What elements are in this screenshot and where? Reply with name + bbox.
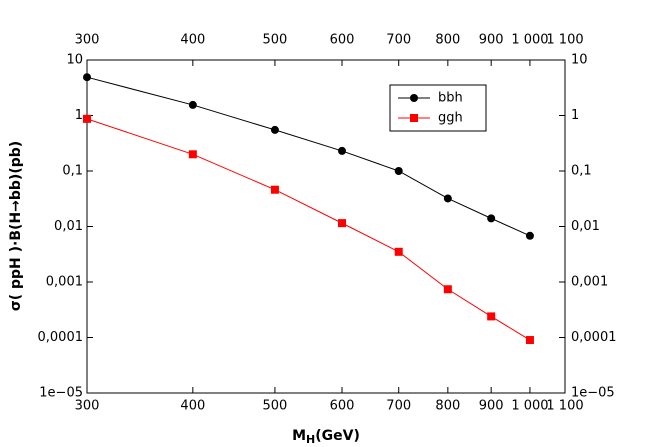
y-tick-label: 0,01 xyxy=(54,219,83,234)
x-tick-label: 800 xyxy=(435,399,460,414)
x-tick-label-top: 400 xyxy=(180,33,205,48)
x-tick-label-top: 600 xyxy=(330,33,355,48)
data-point xyxy=(394,167,403,175)
x-tick-label: 600 xyxy=(330,399,355,414)
x-tick-label: 300 xyxy=(75,399,100,414)
x-tick-label-top: 1 100 xyxy=(546,33,583,48)
x-tick-label: 700 xyxy=(386,399,411,414)
y-tick-label-right: 1 xyxy=(571,108,579,123)
y-tick-label-right: 0,001 xyxy=(571,275,608,290)
x-tick-label: 1 100 xyxy=(546,399,583,414)
data-point xyxy=(487,312,496,321)
y-axis-label: σ( ppH )·B(H→bb)(pb) xyxy=(8,141,24,311)
y-tick-label: 1 xyxy=(75,108,83,123)
x-tick-label: 500 xyxy=(263,399,288,414)
x-tick-label: 400 xyxy=(180,399,205,414)
y-tick-label: 10 xyxy=(66,53,83,68)
data-point xyxy=(443,285,452,294)
y-tick-label-right: 10 xyxy=(571,53,588,68)
data-point xyxy=(188,150,197,159)
data-point xyxy=(83,73,91,82)
y-tick-label-right: 1e−05 xyxy=(571,386,615,401)
y-tick-label-right: 0,01 xyxy=(571,219,600,234)
data-point xyxy=(338,219,347,228)
data-point xyxy=(525,231,534,240)
x-tick-label-top: 700 xyxy=(386,33,411,48)
data-point xyxy=(270,185,279,194)
series-line xyxy=(86,76,531,237)
data-point xyxy=(270,125,279,134)
x-tick-label-top: 1 000 xyxy=(511,33,548,48)
x-tick-label-top: 300 xyxy=(75,33,100,48)
y-tick-label: 0,001 xyxy=(46,275,83,290)
data-point xyxy=(487,214,496,223)
plot-frame xyxy=(86,59,566,394)
legend-marker xyxy=(410,94,418,102)
x-tick-label-top: 500 xyxy=(263,33,288,48)
y-tick-label: 0,1 xyxy=(62,164,83,179)
x-tick-label-top: 900 xyxy=(479,33,504,48)
x-tick-label: 1 000 xyxy=(511,399,548,414)
x-tick-label: 900 xyxy=(479,399,504,414)
data-point xyxy=(443,194,452,203)
x-tick-label-top: 800 xyxy=(435,33,460,48)
data-point xyxy=(338,146,347,155)
legend-box xyxy=(389,84,487,132)
data-point xyxy=(83,114,91,123)
x-axis-label: MH(GeV) xyxy=(292,428,360,446)
legend-marker xyxy=(410,114,418,122)
data-point xyxy=(188,100,197,109)
y-tick-label-right: 0,1 xyxy=(571,164,592,179)
y-tick-label-right: 0,0001 xyxy=(571,330,617,345)
data-point xyxy=(394,247,403,256)
legend-label: bbh xyxy=(438,91,463,106)
legend-label: ggh xyxy=(438,111,463,126)
data-point xyxy=(525,336,534,345)
y-tick-label: 0,0001 xyxy=(38,330,84,345)
y-tick-label: 1e−05 xyxy=(39,386,83,401)
series-line xyxy=(86,118,531,341)
